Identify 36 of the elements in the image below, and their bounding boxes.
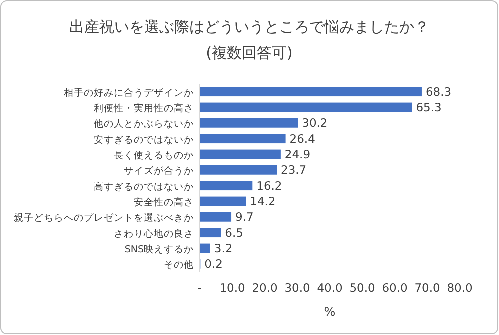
data-label: 65.3 [416, 100, 442, 114]
x-tick-label: 70.0 [414, 281, 440, 295]
y-tick-label: 他の人とかぶらないか [94, 118, 194, 130]
x-tick-label: 30.0 [284, 281, 310, 295]
data-label: 16.2 [256, 178, 282, 193]
x-tick-label: 20.0 [252, 281, 278, 295]
y-tick-label: 利便性・実用性の高さ [94, 102, 194, 114]
data-label: 14.2 [250, 194, 276, 208]
x-tick-label: - [198, 281, 202, 295]
y-tick-label: 安全性の高さ [134, 196, 194, 208]
data-label: 68.3 [426, 84, 452, 99]
data-label: 23.7 [281, 163, 307, 178]
y-tick-label: 長く使えるものか [114, 150, 194, 162]
y-tick-label: その他 [164, 259, 194, 272]
y-tick-label: サイズが合うか [124, 165, 194, 178]
data-label: 6.5 [225, 226, 244, 240]
data-label: 24.9 [284, 148, 311, 162]
x-tick-label: 60.0 [382, 281, 408, 295]
data-label: 0.2 [204, 257, 223, 272]
y-tick-label: 相手の好みに合うデザインか [64, 86, 194, 99]
chart-title: 出産祝いを選ぶ際はどういうところで悩みましたか？ [70, 18, 430, 36]
y-tick-label: さわり心地の良さ [114, 228, 194, 240]
x-tick-label: 80.0 [447, 281, 473, 295]
x-axis-title: % [324, 305, 336, 319]
data-label: 30.2 [302, 116, 328, 130]
y-tick-label: SNS映えするか [124, 244, 194, 256]
chart-subtitle: (複数回答可) [206, 44, 293, 62]
data-label: 9.7 [236, 210, 254, 224]
x-tick-label: 50.0 [350, 281, 376, 295]
data-label: 3.2 [214, 242, 233, 256]
y-tick-label: 安すぎるのではないか [94, 134, 194, 146]
x-tick-label: 10.0 [220, 281, 246, 295]
y-tick-label: 親子どちらへのプレゼントを選ぶべきか [14, 212, 194, 224]
y-tick-label: 高すぎるのではないか [94, 180, 194, 193]
data-label: 26.4 [290, 132, 316, 146]
x-tick-label: 40.0 [317, 281, 343, 295]
